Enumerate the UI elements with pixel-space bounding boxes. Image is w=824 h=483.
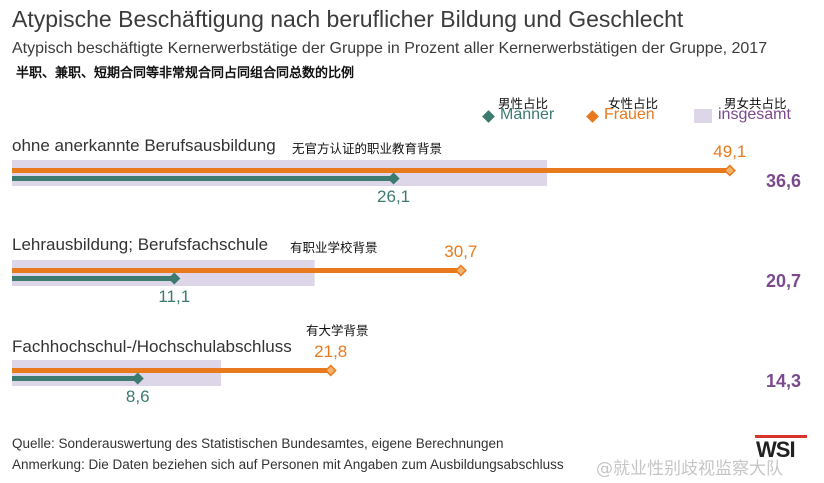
total-value-label-1: 36,6 — [766, 171, 801, 191]
category-label-2: Lehrausbildung; Berufsfachschule — [12, 235, 269, 254]
legend-women-label: Frauen — [604, 106, 655, 123]
legend-women-cn: 女性占比 — [608, 96, 659, 111]
women-bar-2 — [12, 268, 461, 273]
legend-total-cn: 男女共占比 — [724, 96, 787, 111]
men-value-label-3: 8,6 — [126, 387, 150, 406]
women-marker-3 — [324, 364, 337, 377]
women-value-label-2: 30,7 — [444, 242, 477, 261]
women-bar-3 — [12, 368, 331, 373]
legend-total-label: insgesamt — [718, 106, 791, 123]
total-value-label-2: 20,7 — [766, 271, 801, 291]
wsi-logo: WSI — [756, 437, 796, 462]
total-value-label-3: 14,3 — [766, 371, 801, 391]
chart-subtitle: Atypisch beschäftigte Kernerwerbstätige … — [12, 40, 768, 57]
women-value-label-3: 21,8 — [314, 342, 347, 361]
source-note: Quelle: Sonderauswertung des Statistisch… — [12, 436, 504, 451]
category-cn-label-1: 无官方认证的职业教育背景 — [292, 141, 443, 156]
men-bar-2 — [12, 276, 175, 281]
women-marker-1 — [723, 164, 736, 177]
women-marker-2 — [454, 264, 467, 277]
category-label-3: Fachhochschul-/Hochschulabschluss — [12, 337, 292, 356]
men-value-label-1: 26,1 — [377, 187, 410, 206]
chinese-subtitle: 半职、兼职、短期合同等非常规合同占同组合同总数的比例 — [16, 66, 355, 81]
women-value-label-1: 49,1 — [713, 142, 746, 161]
chart-title: Atypische Beschäftigung nach beruflicher… — [12, 6, 684, 32]
legend-men-label: Männer — [500, 106, 555, 123]
watermark: @就业性别歧视监察大队 — [596, 459, 783, 479]
men-value-label-2: 11,1 — [158, 287, 190, 306]
men-marker-2 — [168, 272, 181, 285]
men-bar-3 — [12, 376, 138, 381]
women-bar-1 — [12, 168, 730, 173]
remark-note: Anmerkung: Die Daten beziehen sich auf P… — [12, 457, 564, 472]
men-marker-1 — [387, 172, 400, 185]
logo-accent-line — [755, 435, 807, 438]
men-bar-1 — [12, 176, 394, 181]
legend-total-swatch — [694, 109, 712, 123]
category-cn-label-3: 有大学背景 — [306, 323, 369, 338]
men-marker-3 — [131, 372, 144, 385]
category-label-1: ohne anerkannte Berufsausbildung — [12, 136, 276, 155]
legend-men-cn: 男性占比 — [498, 96, 549, 111]
category-cn-label-2: 有职业学校背景 — [290, 240, 378, 255]
